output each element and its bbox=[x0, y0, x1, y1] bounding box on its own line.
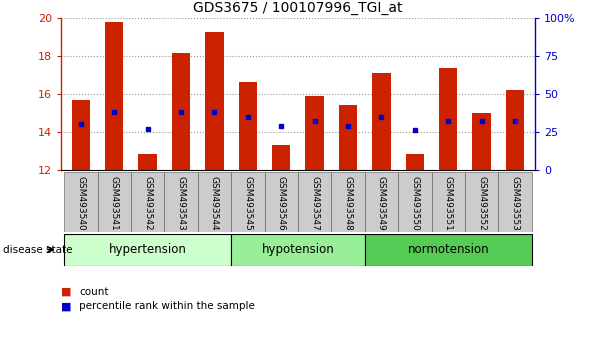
Bar bbox=[64, 172, 97, 232]
Bar bbox=[231, 234, 365, 266]
Bar bbox=[406, 154, 424, 170]
Bar bbox=[131, 172, 164, 232]
Bar bbox=[439, 68, 457, 170]
Bar bbox=[272, 145, 291, 170]
Bar bbox=[506, 90, 524, 170]
Text: hypertension: hypertension bbox=[109, 243, 187, 256]
Bar bbox=[398, 172, 432, 232]
Bar bbox=[172, 53, 190, 170]
Bar bbox=[365, 172, 398, 232]
Bar bbox=[164, 172, 198, 232]
Text: GSM493550: GSM493550 bbox=[410, 176, 420, 231]
Text: ■: ■ bbox=[61, 287, 71, 297]
Text: GSM493541: GSM493541 bbox=[109, 176, 119, 231]
Bar bbox=[139, 154, 157, 170]
Text: GSM493548: GSM493548 bbox=[344, 176, 353, 231]
Bar bbox=[231, 172, 264, 232]
Bar bbox=[372, 73, 390, 170]
Text: GSM493540: GSM493540 bbox=[77, 176, 85, 231]
Bar bbox=[64, 234, 231, 266]
Bar bbox=[72, 99, 90, 170]
Bar bbox=[472, 113, 491, 170]
Text: ■: ■ bbox=[61, 301, 71, 311]
Text: GSM493545: GSM493545 bbox=[243, 176, 252, 231]
Bar bbox=[339, 105, 358, 170]
Bar bbox=[97, 172, 131, 232]
Text: GSM493551: GSM493551 bbox=[444, 176, 453, 231]
Bar bbox=[238, 82, 257, 170]
Bar bbox=[298, 172, 331, 232]
Text: disease state: disease state bbox=[3, 245, 72, 255]
Bar bbox=[305, 96, 324, 170]
Text: GSM493542: GSM493542 bbox=[143, 176, 152, 230]
Text: hypotension: hypotension bbox=[261, 243, 334, 256]
Text: GSM493553: GSM493553 bbox=[511, 176, 519, 231]
Text: GSM493547: GSM493547 bbox=[310, 176, 319, 231]
Text: count: count bbox=[79, 287, 109, 297]
Text: GSM493543: GSM493543 bbox=[176, 176, 185, 231]
Bar bbox=[499, 172, 532, 232]
Bar bbox=[365, 234, 532, 266]
Bar bbox=[331, 172, 365, 232]
Bar bbox=[105, 22, 123, 170]
Bar bbox=[198, 172, 231, 232]
Bar bbox=[432, 172, 465, 232]
Bar bbox=[465, 172, 499, 232]
Text: GSM493544: GSM493544 bbox=[210, 176, 219, 230]
Text: GSM493552: GSM493552 bbox=[477, 176, 486, 231]
Text: GSM493546: GSM493546 bbox=[277, 176, 286, 231]
Bar bbox=[206, 32, 224, 170]
Text: GSM493549: GSM493549 bbox=[377, 176, 386, 231]
Bar bbox=[264, 172, 298, 232]
Title: GDS3675 / 100107996_TGI_at: GDS3675 / 100107996_TGI_at bbox=[193, 1, 402, 15]
Text: normotension: normotension bbox=[407, 243, 489, 256]
Text: percentile rank within the sample: percentile rank within the sample bbox=[79, 301, 255, 311]
